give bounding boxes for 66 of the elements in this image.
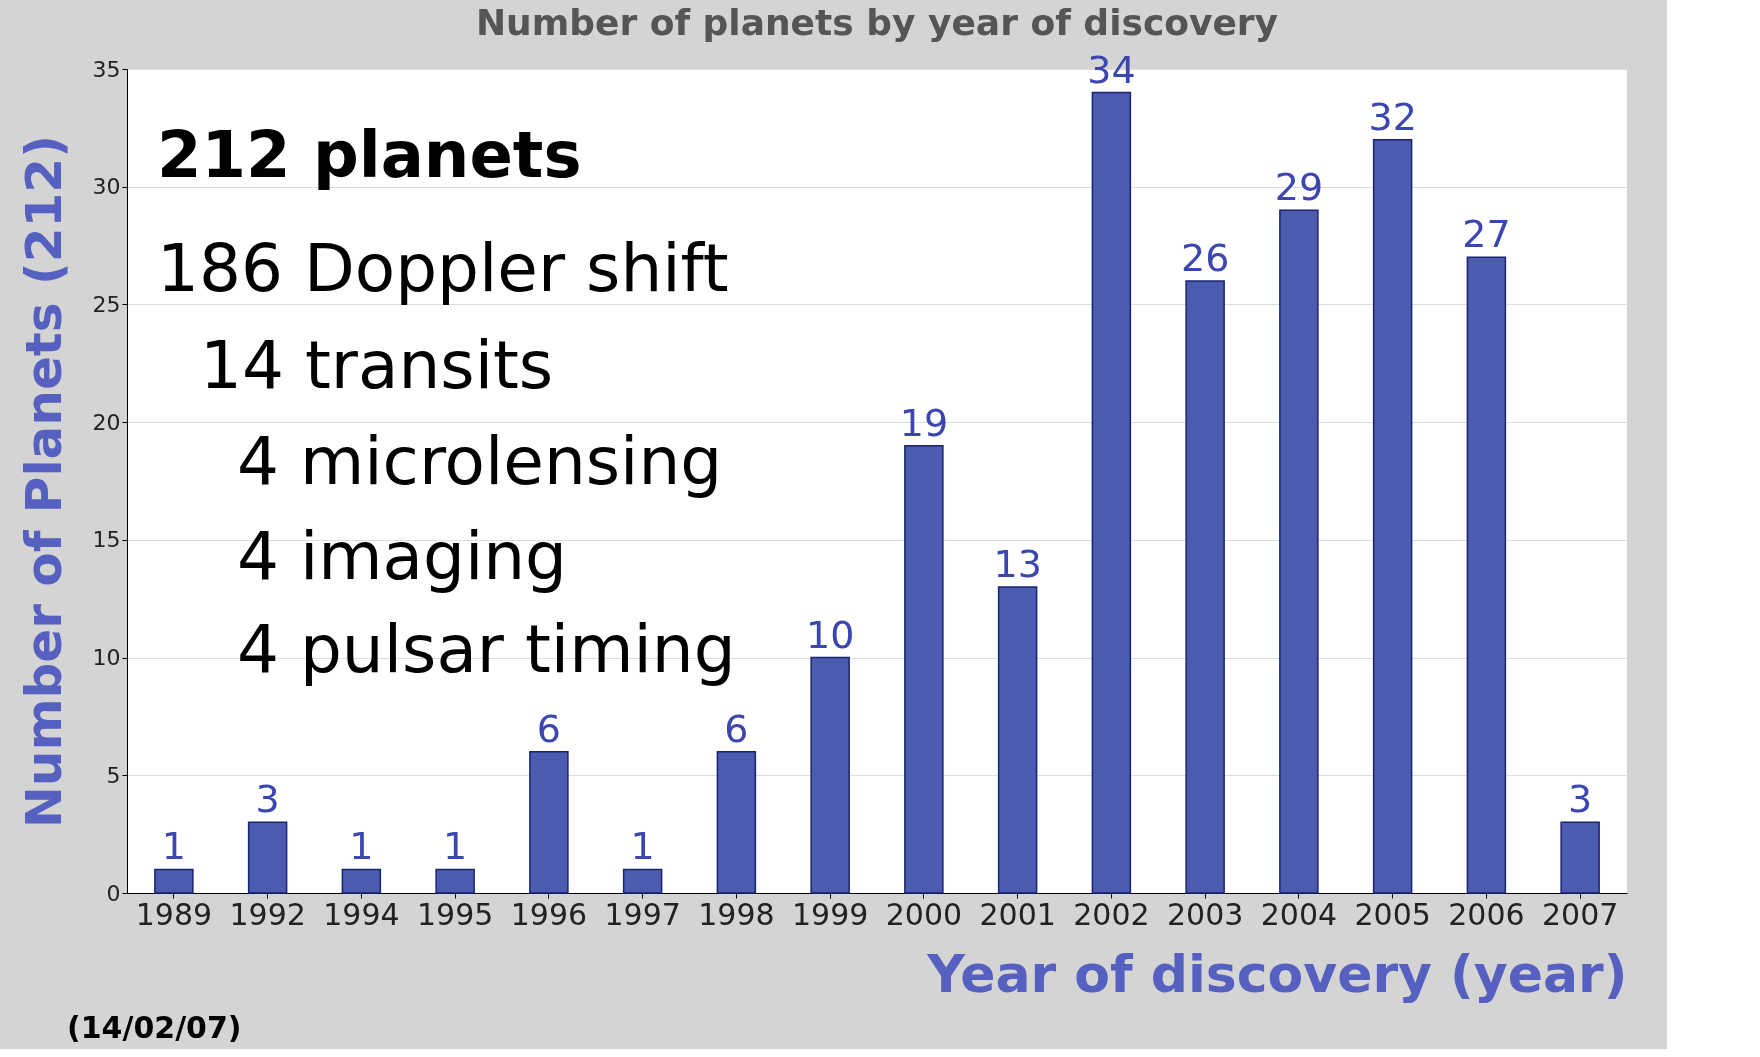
- data-label: 1: [630, 824, 655, 869]
- annotation: 212 planets: [157, 118, 582, 192]
- bar: [622, 868, 663, 894]
- y-axis-title: Number of Planets (212): [14, 135, 73, 828]
- x-tick-label: 1998: [698, 896, 775, 932]
- bar: [341, 868, 382, 894]
- y-tick-label: 0: [106, 880, 121, 906]
- data-label: 19: [899, 400, 949, 445]
- data-label: 13: [993, 541, 1042, 586]
- annotation: 186 Doppler shift: [157, 230, 729, 307]
- x-tick-label: 1997: [604, 896, 681, 932]
- y-tick-label: 25: [92, 291, 121, 317]
- bar: [435, 868, 475, 894]
- x-tick-label: 1989: [135, 896, 213, 932]
- bar: [716, 750, 757, 894]
- y-tick-label: 30: [92, 174, 121, 200]
- bar: [529, 750, 569, 894]
- bar: [1560, 821, 1600, 894]
- x-axis-title: Year of discovery (year): [926, 943, 1628, 1004]
- bar: [1185, 280, 1225, 894]
- data-label: 34: [1087, 47, 1136, 92]
- data-label: 6: [536, 706, 561, 751]
- x-tick-label: 2003: [1166, 896, 1244, 932]
- bar: [1279, 209, 1319, 894]
- data-label: 1: [349, 824, 374, 869]
- bar: [1466, 256, 1507, 894]
- annotation: 4 pulsar timing: [237, 611, 736, 688]
- annotation: 14 transits: [200, 327, 554, 404]
- x-tick-label: 2004: [1260, 896, 1338, 932]
- data-label: 10: [805, 612, 855, 657]
- bar: [154, 868, 194, 894]
- bar: [1372, 138, 1413, 894]
- x-tick-label: 2000: [885, 896, 963, 932]
- x-tick-label: 1995: [416, 896, 494, 932]
- bar: [1091, 91, 1132, 894]
- y-tick-label: 15: [92, 527, 121, 553]
- data-label: 1: [443, 824, 468, 869]
- chart-title: Number of planets by year of discovery: [475, 1, 1279, 43]
- annotation: 4 microlensing: [237, 423, 723, 500]
- y-tick-label: 20: [92, 409, 121, 435]
- data-label: 3: [255, 777, 280, 822]
- data-label: 32: [1368, 94, 1417, 139]
- data-label: 1: [161, 824, 186, 869]
- x-tick-label: 1999: [791, 896, 869, 932]
- x-tick-label: 1996: [510, 896, 588, 932]
- bar: [904, 444, 944, 894]
- bar: [810, 656, 850, 894]
- data-label: 6: [724, 706, 749, 751]
- annotation: 4 imaging: [237, 518, 567, 595]
- x-tick-label: 2002: [1073, 896, 1150, 932]
- x-tick-label: 1994: [323, 896, 400, 932]
- bar: [997, 586, 1038, 894]
- y-tick-label: 5: [106, 762, 121, 788]
- y-tick-label: 10: [92, 645, 121, 671]
- data-label: 26: [1180, 235, 1230, 280]
- text: (14/02/07): [67, 1010, 242, 1045]
- y-tick-label: 35: [92, 56, 121, 82]
- data-label: 3: [1568, 777, 1593, 822]
- x-tick-label: 2007: [1541, 896, 1619, 932]
- data-label: 29: [1274, 165, 1324, 210]
- x-tick-label: 1992: [229, 896, 306, 932]
- data-label: 27: [1462, 212, 1511, 257]
- x-tick-label: 2006: [1448, 896, 1525, 932]
- x-tick-label: 2005: [1354, 896, 1431, 932]
- x-tick-label: 2001: [979, 896, 1056, 932]
- bar: [247, 821, 288, 894]
